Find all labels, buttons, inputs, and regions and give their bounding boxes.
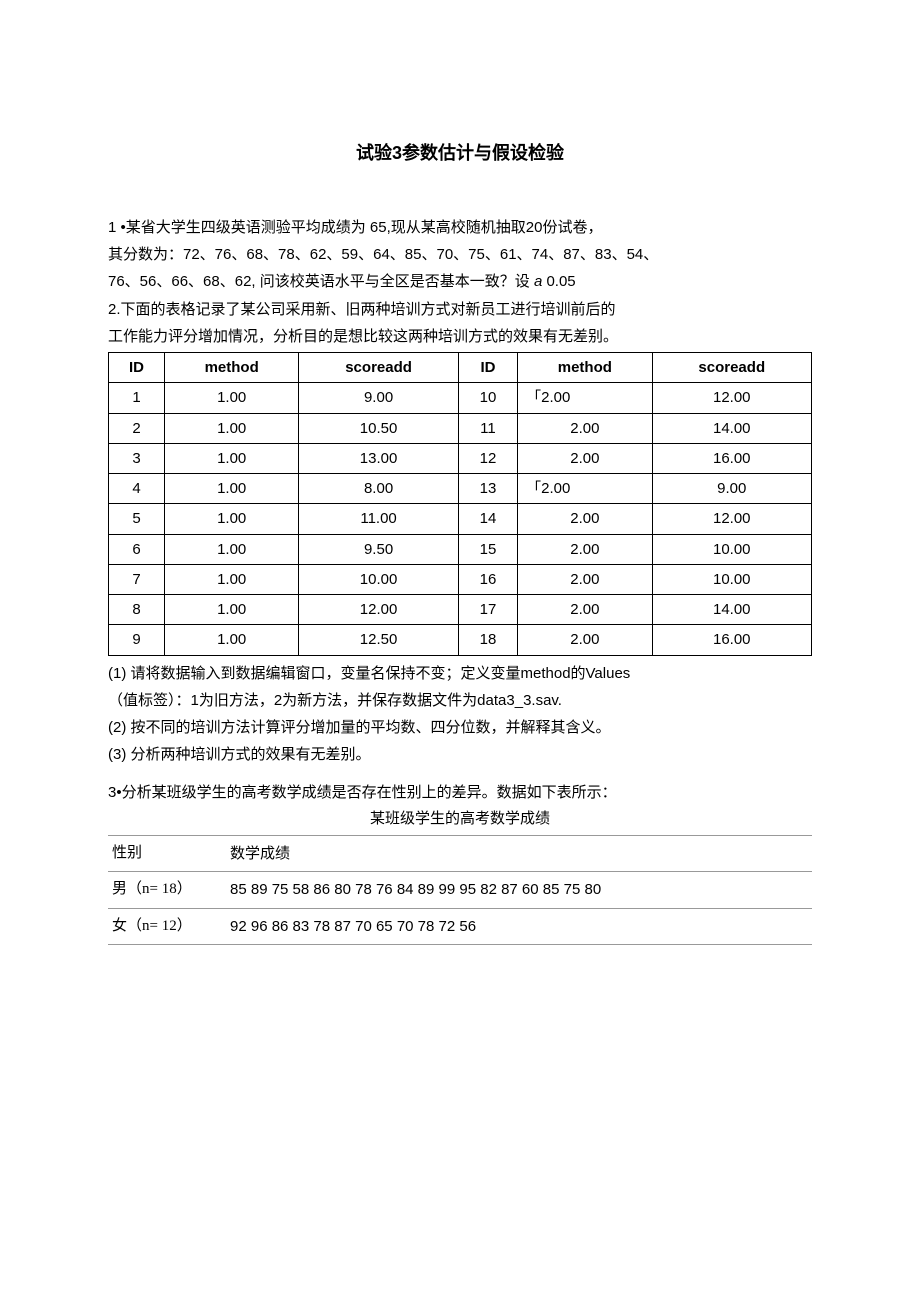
- table-cell: 10.00: [652, 564, 811, 594]
- table-cell: 2.00: [518, 504, 652, 534]
- table-cell: 1.00: [165, 595, 299, 625]
- table-cell: 3: [109, 443, 165, 473]
- th-method-1: method: [165, 353, 299, 383]
- th-id-2: ID: [458, 353, 517, 383]
- table-cell: 17: [458, 595, 517, 625]
- table-cell: 12.50: [299, 625, 458, 655]
- table-row: 41.008.0013「2.009.00: [109, 474, 812, 504]
- table-cell: 2.00: [518, 534, 652, 564]
- table-row: 21.0010.50112.0014.00: [109, 413, 812, 443]
- table-cell: 9.00: [299, 383, 458, 413]
- table-header-row: ID method scoreadd ID method scoreadd: [109, 353, 812, 383]
- table-cell: 9: [109, 625, 165, 655]
- table-cell: 8: [109, 595, 165, 625]
- table-cell: 13.00: [299, 443, 458, 473]
- female-label: 女（n= 12）: [108, 908, 226, 944]
- table-cell: 2.00: [518, 625, 652, 655]
- q2-note4: (3) 分析两种培训方式的效果有无差别。: [108, 743, 812, 766]
- table-row: 51.0011.00142.0012.00: [109, 504, 812, 534]
- q2-note3: (2) 按不同的培训方法计算评分增加量的平均数、四分位数，并解释其含义。: [108, 716, 812, 739]
- th-method-2: method: [518, 353, 652, 383]
- table-cell: 14.00: [652, 595, 811, 625]
- th-scoreadd-1: scoreadd: [299, 353, 458, 383]
- page-title: 试验3参数估计与假设检验: [108, 140, 812, 168]
- table-cell: 18: [458, 625, 517, 655]
- table-cell: 7: [109, 564, 165, 594]
- scores-th-gender: 性别: [108, 836, 226, 872]
- table-cell: 14.00: [652, 413, 811, 443]
- table-cell: 1.00: [165, 443, 299, 473]
- table-cell: 1.00: [165, 504, 299, 534]
- table-cell: 2.00: [518, 595, 652, 625]
- table-row: 81.0012.00172.0014.00: [109, 595, 812, 625]
- q2-intro1: 2.下面的表格记录了某公司采用新、旧两种培训方式对新员工进行培训前后的: [108, 298, 812, 321]
- table-cell: 8.00: [299, 474, 458, 504]
- table-cell: 12.00: [652, 383, 811, 413]
- table-row: 11.009.0010「2.0012.00: [109, 383, 812, 413]
- table-cell: 「2.00: [518, 474, 652, 504]
- q1-line3: 76、56、66、68、62, 问该校英语水平与全区是否基本一致？设 a 0.0…: [108, 270, 812, 293]
- table-cell: 2.00: [518, 564, 652, 594]
- table-cell: 13: [458, 474, 517, 504]
- table-cell: 2: [109, 413, 165, 443]
- table-row: 61.009.50152.0010.00: [109, 534, 812, 564]
- table-cell: 2.00: [518, 443, 652, 473]
- scores-table: 性别 数学成绩 男（n= 18） 85 89 75 58 86 80 78 76…: [108, 835, 812, 945]
- table-cell: 1.00: [165, 383, 299, 413]
- table-cell: 16.00: [652, 443, 811, 473]
- table-cell: 15: [458, 534, 517, 564]
- table-cell: 9.50: [299, 534, 458, 564]
- scores-row-male: 男（n= 18） 85 89 75 58 86 80 78 76 84 89 9…: [108, 872, 812, 908]
- table-cell: 10.00: [299, 564, 458, 594]
- male-scores: 85 89 75 58 86 80 78 76 84 89 99 95 82 8…: [226, 872, 812, 908]
- table-row: 31.0013.00122.0016.00: [109, 443, 812, 473]
- th-id-1: ID: [109, 353, 165, 383]
- table-row: 91.0012.50182.0016.00: [109, 625, 812, 655]
- table-cell: 12.00: [299, 595, 458, 625]
- table-cell: 14: [458, 504, 517, 534]
- scores-header-row: 性别 数学成绩: [108, 836, 812, 872]
- table-cell: 1.00: [165, 474, 299, 504]
- table-cell: 10.00: [652, 534, 811, 564]
- table-cell: 1.00: [165, 413, 299, 443]
- table-cell: 16: [458, 564, 517, 594]
- table-row: 71.0010.00162.0010.00: [109, 564, 812, 594]
- th-scoreadd-2: scoreadd: [652, 353, 811, 383]
- table-cell: 1.00: [165, 564, 299, 594]
- q2-note1: (1) 请将数据输入到数据编辑窗口，变量名保持不变；定义变量method的Val…: [108, 662, 812, 685]
- q3-intro: 3•分析某班级学生的高考数学成绩是否存在性别上的差异。数据如下表所示：: [108, 781, 812, 804]
- document-page: 试验3参数估计与假设检验 1 •某省大学生四级英语测验平均成绩为 65,现从某高…: [0, 0, 920, 1005]
- female-scores: 92 96 86 83 78 87 70 65 70 78 72 56: [226, 908, 812, 944]
- table-cell: 1: [109, 383, 165, 413]
- table-cell: 10.50: [299, 413, 458, 443]
- scores-th-scores: 数学成绩: [226, 836, 812, 872]
- q2-intro2: 工作能力评分增加情况，分析目的是想比较这两种培训方式的效果有无差别。: [108, 325, 812, 348]
- training-table: ID method scoreadd ID method scoreadd 11…: [108, 352, 812, 656]
- table-cell: 11: [458, 413, 517, 443]
- table-cell: 11.00: [299, 504, 458, 534]
- table-cell: 6: [109, 534, 165, 564]
- q1-line1: 1 •某省大学生四级英语测验平均成绩为 65,现从某高校随机抽取20份试卷，: [108, 216, 812, 239]
- table-cell: 9.00: [652, 474, 811, 504]
- table-cell: 12.00: [652, 504, 811, 534]
- scores-row-female: 女（n= 12） 92 96 86 83 78 87 70 65 70 78 7…: [108, 908, 812, 944]
- table-cell: 「2.00: [518, 383, 652, 413]
- q1-line3-b: 0.05: [542, 273, 575, 290]
- q1-line3-a: 76、56、66、68、62, 问该校英语水平与全区是否基本一致？设: [108, 273, 534, 290]
- table-cell: 10: [458, 383, 517, 413]
- q1-line2: 其分数为：72、76、68、78、62、59、64、85、70、75、61、74…: [108, 243, 812, 266]
- table-cell: 1.00: [165, 534, 299, 564]
- q3-subtitle: 某班级学生的高考数学成绩: [108, 808, 812, 831]
- table-cell: 2.00: [518, 413, 652, 443]
- table-cell: 1.00: [165, 625, 299, 655]
- table-cell: 12: [458, 443, 517, 473]
- table-cell: 4: [109, 474, 165, 504]
- table-cell: 16.00: [652, 625, 811, 655]
- table-cell: 5: [109, 504, 165, 534]
- q2-note2: （值标签）：1为旧方法，2为新方法，并保存数据文件为data3_3.sav.: [108, 689, 812, 712]
- male-label: 男（n= 18）: [108, 872, 226, 908]
